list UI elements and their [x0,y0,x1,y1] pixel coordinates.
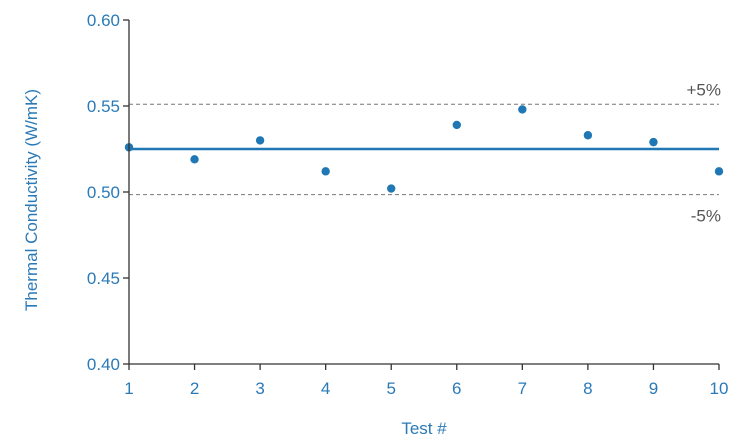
data-point [518,105,527,114]
data-point [255,136,265,145]
x-tick-label: 1 [124,379,133,398]
y-tick-label: 0.40 [87,355,120,374]
data-point [649,137,658,147]
y-tick-label: 0.50 [87,183,120,202]
y-tick-label: 0.60 [87,11,120,30]
x-tick-label: 6 [452,379,461,398]
x-tick-label: 8 [583,379,592,398]
data-point [583,131,593,140]
reference-line-label: -5% [691,207,721,226]
data-point [387,184,396,193]
x-tick-label: 4 [321,379,330,398]
y-axis-ticks: 0.40 0.45 0.50 0.55 0.60 [87,11,129,374]
data-point [714,167,724,176]
y-axis-title: Thermal Conductivity (W/mK) [22,89,41,311]
x-tick-label: 7 [518,379,527,398]
x-axis-title: Test # [401,419,447,438]
x-tick-label: 2 [190,379,199,398]
x-axis-ticks: 1 2 3 4 5 6 7 8 9 10 [124,364,728,398]
x-tick-label: 3 [255,379,264,398]
reference-line-label: +5% [687,80,722,99]
x-tick-label: 5 [386,379,395,398]
data-point [321,167,330,176]
data-point [452,120,461,130]
data-point [190,155,199,164]
x-tick-label: 9 [649,379,658,398]
y-tick-label: 0.45 [87,269,120,288]
y-tick-label: 0.55 [87,97,120,116]
reference-lines: +5% -5% [129,80,722,226]
x-tick-label: 10 [710,379,729,398]
